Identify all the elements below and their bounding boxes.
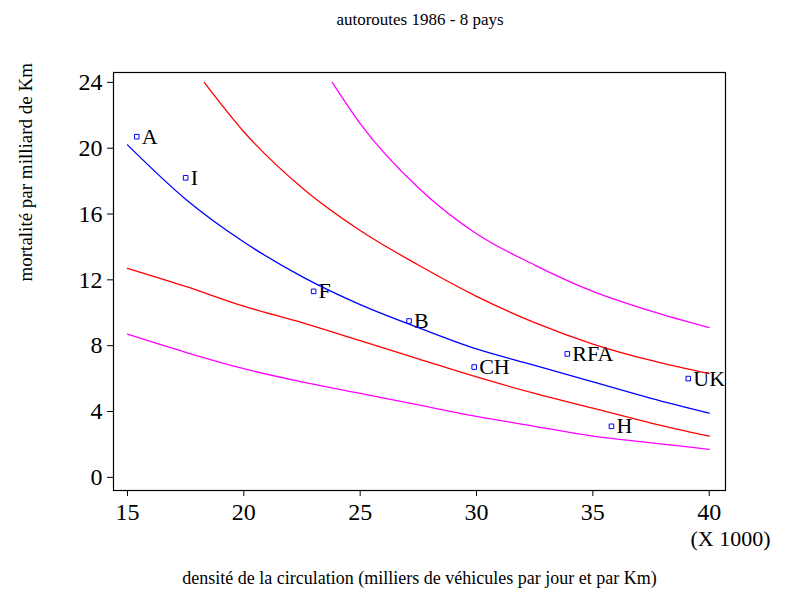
svg-text:16: 16 [79, 201, 103, 227]
svg-text:30: 30 [465, 499, 489, 525]
svg-text:mortalité par milliard de Km: mortalité par milliard de Km [15, 63, 36, 282]
svg-text:8: 8 [91, 332, 103, 358]
svg-text:20: 20 [232, 499, 256, 525]
svg-text:35: 35 [581, 499, 605, 525]
svg-text:RFA: RFA [572, 340, 614, 366]
svg-text:0: 0 [91, 464, 103, 490]
svg-text:4: 4 [91, 398, 103, 424]
svg-text:15: 15 [115, 499, 139, 525]
html-text:autoroutes 1986 - 8 pays: autoroutes 1986 - 8 pays [336, 10, 504, 29]
svg-text:24: 24 [79, 69, 103, 95]
svg-text:I: I [191, 165, 198, 190]
svg-text:25: 25 [348, 499, 372, 525]
svg-text:40: 40 [697, 499, 721, 525]
svg-text:UK: UK [693, 366, 725, 391]
svg-text:20: 20 [79, 135, 103, 161]
svg-text:B: B [414, 308, 429, 333]
svg-text:CH: CH [479, 354, 510, 380]
svg-text:A: A [142, 124, 158, 149]
svg-text:F: F [318, 278, 331, 304]
svg-text:H: H [616, 413, 632, 438]
svg-text:densité de la circulation (mil: densité de la circulation (milliers de v… [182, 568, 656, 589]
svg-text:12: 12 [79, 267, 103, 293]
svg-text:(X 1000): (X 1000) [690, 526, 770, 551]
